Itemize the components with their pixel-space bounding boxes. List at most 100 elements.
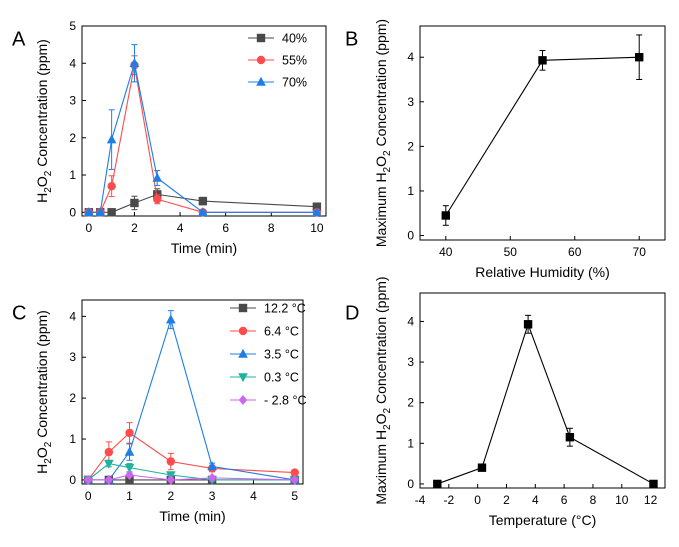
data-point [125,470,134,481]
series-4 [83,470,299,485]
y-axis-label-subscript: 2 [43,441,54,447]
y-axis-label-part: O [34,447,50,458]
panel-label: A [12,29,26,51]
y-axis-label-part: Concentration (ppm) [34,310,50,442]
data-point [477,463,487,472]
x-tick-label: 12 [644,493,658,507]
y-axis-label-subscript: 2 [382,150,393,156]
data-point [125,428,134,438]
y-axis-label: H2O2 Concentration (ppm) [34,310,54,474]
data-point [124,463,135,473]
data-point [83,474,93,485]
y-tick-label: 4 [69,309,76,323]
data-point [649,479,658,489]
data-point [95,207,106,216]
panel-label: C [12,303,26,325]
x-tick-label: 1 [126,489,133,503]
data-point [166,314,176,324]
panel-label: B [345,29,358,51]
y-tick-label: 5 [69,19,76,33]
y-tick-label: 2 [69,391,76,405]
data-point [84,207,94,216]
data-point [441,211,450,220]
data-point [198,207,208,216]
legend-marker [238,326,248,336]
x-tick-label: 10 [615,493,629,507]
legend-marker [238,395,248,405]
legend-label: - 2.8 °C [264,394,307,408]
data-point [153,195,162,204]
y-tick-label: 0 [69,205,76,219]
data-point [129,58,140,67]
series-line [445,56,640,216]
legend-marker [256,76,266,86]
data-point [130,198,139,208]
legend-label: 3.5 °C [264,348,299,362]
data-point [207,461,217,471]
data-point [166,457,176,466]
x-tick-label: 2 [167,489,174,503]
x-tick-label: 8 [590,493,597,507]
x-tick-label: 5 [291,489,298,503]
y-axis-label-part: Concentration (ppm) [34,39,50,171]
data-point [312,207,322,216]
y-tick-label: 1 [69,432,76,446]
x-tick-label: -4 [415,493,426,507]
y-tick-label: 1 [69,168,76,182]
x-tick-label: 50 [504,245,518,259]
data-point [523,320,533,329]
y-tick-label: 4 [407,314,414,328]
y-tick-label: 2 [407,396,414,410]
panel-label: D [345,303,359,325]
x-axis-label: Relative Humidity (%) [475,264,610,280]
data-point [124,446,135,456]
y-axis-label: H2O2 Concentration (ppm) [34,39,54,203]
y-axis-label-subscript: 2 [382,166,393,172]
legend-marker [256,33,266,43]
data-point [635,53,644,62]
x-tick-label: 4 [532,493,539,507]
y-tick-label: 0 [407,477,414,491]
series-0 [441,34,644,226]
data-point [104,447,114,457]
legend-marker [238,348,248,358]
data-point [538,56,547,65]
legend: 40% 55% 70% [248,32,307,90]
x-tick-label: 2 [503,493,510,507]
series-line [87,432,295,481]
legend-label: 6.4 °C [264,325,299,339]
y-tick-label: 3 [407,355,414,369]
data-point [106,134,117,144]
y-tick-label: 4 [407,50,414,64]
y-tick-label: 0 [407,229,414,243]
x-tick-label: 4 [177,221,184,235]
legend-label: 0.3 °C [264,371,299,385]
legend-label: 55% [282,54,307,68]
x-axis-label: Time (min) [171,240,237,256]
x-axis-label: Temperature (°C) [489,512,597,528]
data-point [290,468,299,477]
y-axis-label-subscript: 2 [43,170,54,176]
data-point [107,208,116,217]
y-axis-label-part: Maximum H [373,430,389,505]
legend: 12.2 °C 6.4 °C 3.5 °C 0.3 °C - 2.8 °C [230,302,307,408]
x-tick-label: 8 [268,221,275,235]
panel-b: B 40 50 60 70 0 1 2 3 4 Relative Humidity (%) Maxim… [345,19,666,280]
y-axis-label-part: Concentration (ppm) [373,276,389,408]
data-point [166,474,176,485]
y-axis-label: Maximum H2O2 Concentration (ppm) [373,276,393,504]
y-tick-label: 3 [69,94,76,108]
y-axis-label-subscript: 2 [382,407,393,413]
x-tick-label: 6 [561,493,568,507]
y-axis-label-part: Maximum H [373,172,389,247]
y-axis-label-part: O [373,156,389,167]
plot-frame [419,292,666,489]
y-tick-label: 1 [407,436,414,450]
series-0 [433,314,658,489]
x-tick-label: 6 [222,221,229,235]
series-2 [84,44,322,216]
x-tick-label: 2 [131,221,138,235]
